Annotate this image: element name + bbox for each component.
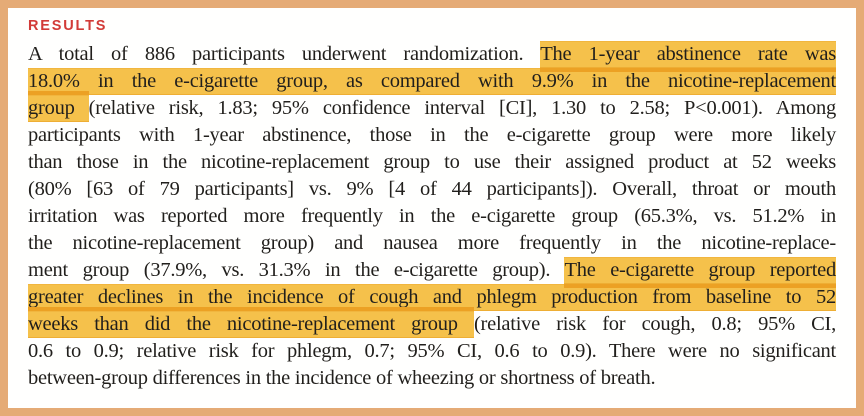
- paragraph-line: A total of 886 participants underwent ra…: [28, 41, 836, 68]
- paragraph-line: group (relative risk, 1.83; 95% confiden…: [28, 95, 836, 122]
- text-segment: irritation was reported more frequently …: [28, 205, 836, 227]
- highlighted-text: group: [28, 95, 89, 122]
- text-segment: A total of 886 participants underwent ra…: [28, 43, 541, 65]
- highlighted-text: greater declines in the incidence of cou…: [28, 284, 836, 311]
- text-segment: ment group (37.9%, vs. 31.3% in the e-ci…: [28, 259, 565, 281]
- paragraph-line: (80% [63 of 79 participants] vs. 9% [4 o…: [28, 176, 836, 203]
- results-section-heading: RESULTS: [28, 18, 108, 34]
- paragraph-line: the nicotine-replacement group) and naus…: [28, 230, 836, 257]
- highlighted-text: The 1-year abstinence rate was: [540, 41, 836, 68]
- paragraph-line: greater declines in the incidence of cou…: [28, 284, 836, 311]
- text-segment: (relative risk, 1.83; 95% confidence int…: [88, 97, 837, 119]
- highlighted-text: weeks than did the nicotine-replacement …: [28, 311, 474, 338]
- text-segment: than those in the nicotine-replacement g…: [28, 151, 836, 173]
- paragraph-line: ment group (37.9%, vs. 31.3% in the e-ci…: [28, 257, 836, 284]
- results-paragraph: A total of 886 participants underwent ra…: [28, 41, 836, 392]
- paragraph-line: than those in the nicotine-replacement g…: [28, 149, 836, 176]
- text-segment: between-group differences in the inciden…: [28, 367, 656, 389]
- text-segment: the nicotine-replacement group) and naus…: [28, 232, 836, 254]
- text-segment: participants with 1-year abstinence, tho…: [28, 124, 836, 146]
- highlighted-text: 18.0% in the e-cigarette group, as compa…: [28, 68, 836, 95]
- paragraph-line: participants with 1-year abstinence, tho…: [28, 122, 836, 149]
- paragraph-line: 18.0% in the e-cigarette group, as compa…: [28, 68, 836, 95]
- paragraph-line: 0.6 to 0.9; relative risk for phlegm, 0.…: [28, 338, 836, 365]
- text-segment: (relative risk for cough, 0.8; 95% CI,: [473, 313, 836, 335]
- paragraph-line: weeks than did the nicotine-replacement …: [28, 311, 836, 338]
- text-segment: (80% [63 of 79 participants] vs. 9% [4 o…: [28, 178, 836, 200]
- paragraph-line: between-group differences in the inciden…: [28, 365, 836, 392]
- paragraph-line: irritation was reported more frequently …: [28, 203, 836, 230]
- text-segment: 0.6 to 0.9; relative risk for phlegm, 0.…: [28, 340, 836, 362]
- highlighted-text: The e-cigarette group reported: [564, 257, 836, 284]
